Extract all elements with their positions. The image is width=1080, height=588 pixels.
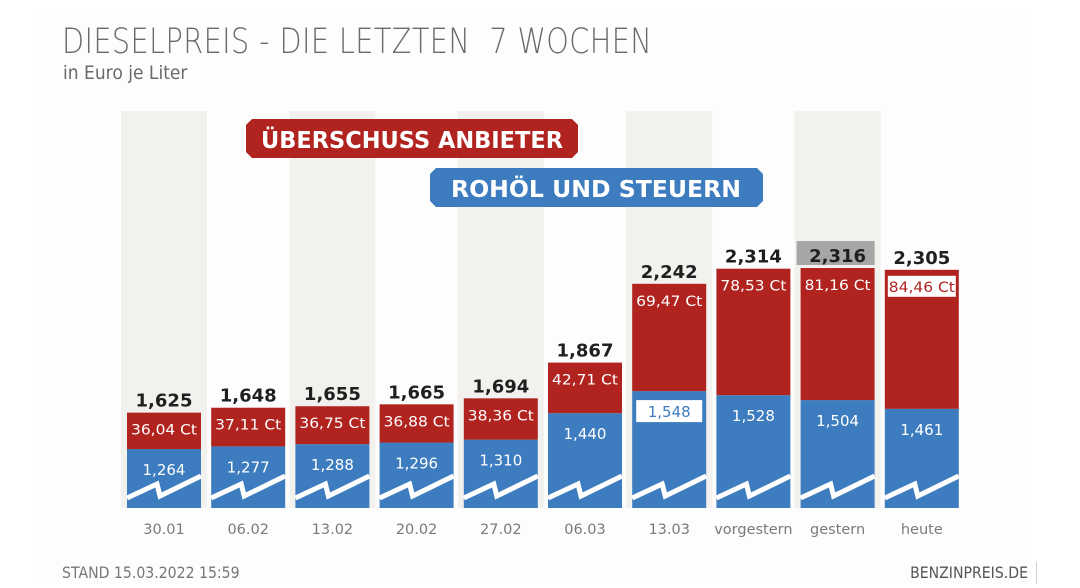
base-value-label: 1,288 — [311, 456, 354, 474]
bar-group: 1,548 69,47 Ct 2,242 — [631, 262, 708, 508]
bar-group: 1,461 84,46 Ct 2,305 — [883, 248, 960, 508]
x-tick-label: 30.01 — [143, 522, 185, 538]
bar-base-segment — [127, 449, 201, 508]
legend-label-base: ROHÖL UND STEUERN — [451, 175, 741, 203]
bar-group: 1,504 81,16 Ct 2,316 — [796, 241, 876, 508]
x-tick-label: 27.02 — [480, 522, 522, 538]
bar-margin-segment — [632, 283, 707, 392]
margin-value-label: 42,71 Ct — [552, 373, 618, 389]
axis-break-icon — [546, 473, 624, 501]
bar-margin-segment — [379, 404, 454, 443]
total-highlight-box — [796, 241, 875, 266]
total-value-label: 1,648 — [220, 386, 277, 407]
legend-label-margin: ÜBERSCHUSS ANBIETER — [261, 126, 563, 154]
axis-break-icon — [210, 473, 287, 501]
total-value-label: 1,665 — [388, 382, 445, 403]
axis-break-icon — [883, 473, 960, 501]
margin-value-label: 81,16 Ct — [805, 278, 871, 294]
x-tick-label: vorgestern — [714, 522, 792, 538]
legend-item-base: ROHÖL UND STEUERN — [430, 168, 763, 207]
legend-swatch-base — [430, 168, 763, 207]
margin-value-label: 69,47 Ct — [636, 294, 702, 310]
base-value-label: 1,296 — [395, 455, 438, 473]
total-value-label: 2,305 — [893, 248, 950, 269]
legend-swatch-margin — [246, 119, 578, 158]
axis-break-icon — [294, 473, 371, 501]
x-tick-label: 06.02 — [227, 522, 269, 538]
bar-base-segment — [211, 446, 286, 508]
x-tick-label: 06.03 — [564, 522, 606, 538]
x-tick-label: 13.02 — [312, 522, 354, 538]
chart-title: DIESELPREIS - DIE LETZTEN 7 WOCHEN — [62, 22, 653, 62]
timestamp-label: STAND 15.03.2022 15:59 — [62, 563, 240, 582]
bar-base-segment — [295, 444, 370, 508]
source-label: BENZINPREIS.DE — [910, 563, 1028, 582]
bar-group: 1,440 42,71 Ct 1,867 — [546, 341, 624, 508]
bar-margin-segment — [127, 412, 201, 450]
margin-value-label: 38,36 Ct — [468, 408, 534, 424]
margin-value-label: 36,88 Ct — [384, 414, 450, 430]
axis-break-icon — [125, 473, 203, 501]
margin-value-label: 84,46 Ct — [889, 280, 955, 296]
label-highlight-box — [887, 275, 956, 297]
divider — [1036, 562, 1037, 584]
axis-break-icon — [715, 473, 792, 501]
total-value-label: 1,867 — [557, 341, 614, 362]
bar-group: 1,264 36,04 Ct 1,625 — [125, 391, 203, 508]
base-value-label: 1,528 — [732, 407, 775, 425]
bar-base-segment — [463, 439, 538, 508]
bar-base-segment — [716, 395, 791, 508]
total-value-label: 2,314 — [725, 247, 782, 268]
margin-value-label: 36,04 Ct — [131, 423, 197, 439]
x-tick-label: heute — [901, 522, 943, 538]
bar-margin-segment — [716, 268, 791, 396]
total-value-label: 2,242 — [641, 262, 698, 283]
bar-margin-segment — [295, 406, 370, 445]
legend-item-margin: ÜBERSCHUSS ANBIETER — [246, 119, 578, 158]
total-value-label: 2,316 — [809, 246, 866, 267]
x-tick-label: gestern — [810, 522, 865, 538]
base-value-label: 1,264 — [143, 461, 186, 479]
bar-group: 1,296 36,88 Ct 1,665 — [378, 382, 455, 508]
total-value-label: 1,655 — [304, 384, 361, 405]
margin-value-label: 37,11 Ct — [215, 418, 281, 434]
base-value-label: 1,310 — [479, 452, 522, 470]
base-value-label: 1,461 — [900, 421, 943, 439]
base-value-label: 1,504 — [816, 412, 859, 430]
label-highlight-box — [636, 400, 703, 423]
bar-group: 1,310 38,36 Ct 1,694 — [462, 376, 539, 508]
base-value-label: 1,440 — [564, 425, 607, 443]
bar-base-segment — [379, 442, 454, 508]
bar-margin-segment — [463, 398, 538, 440]
x-tick-label: 13.03 — [648, 522, 690, 538]
chart-subtitle: in Euro je Liter — [63, 62, 188, 84]
bar-margin-segment — [548, 362, 622, 414]
total-value-label: 1,625 — [136, 391, 193, 412]
bar-group: 1,528 78,53 Ct 2,314 — [715, 247, 792, 508]
bar-margin-segment — [211, 407, 286, 447]
bar-group: 1,288 36,75 Ct 1,655 — [294, 384, 371, 508]
bar-group: 1,277 37,11 Ct 1,648 — [210, 386, 287, 508]
axis-break-icon — [462, 473, 539, 501]
axis-break-icon — [378, 473, 455, 501]
base-value-label: 1,277 — [227, 458, 270, 476]
x-tick-label: 20.02 — [396, 522, 438, 538]
margin-value-label: 36,75 Ct — [299, 416, 365, 432]
total-value-label: 1,694 — [472, 376, 529, 397]
axis-break-icon — [631, 473, 708, 501]
axis-break-icon — [799, 473, 876, 501]
margin-value-label: 78,53 Ct — [720, 279, 786, 295]
bar-margin-segment — [800, 268, 875, 401]
base-value-label: 1,548 — [648, 403, 691, 421]
